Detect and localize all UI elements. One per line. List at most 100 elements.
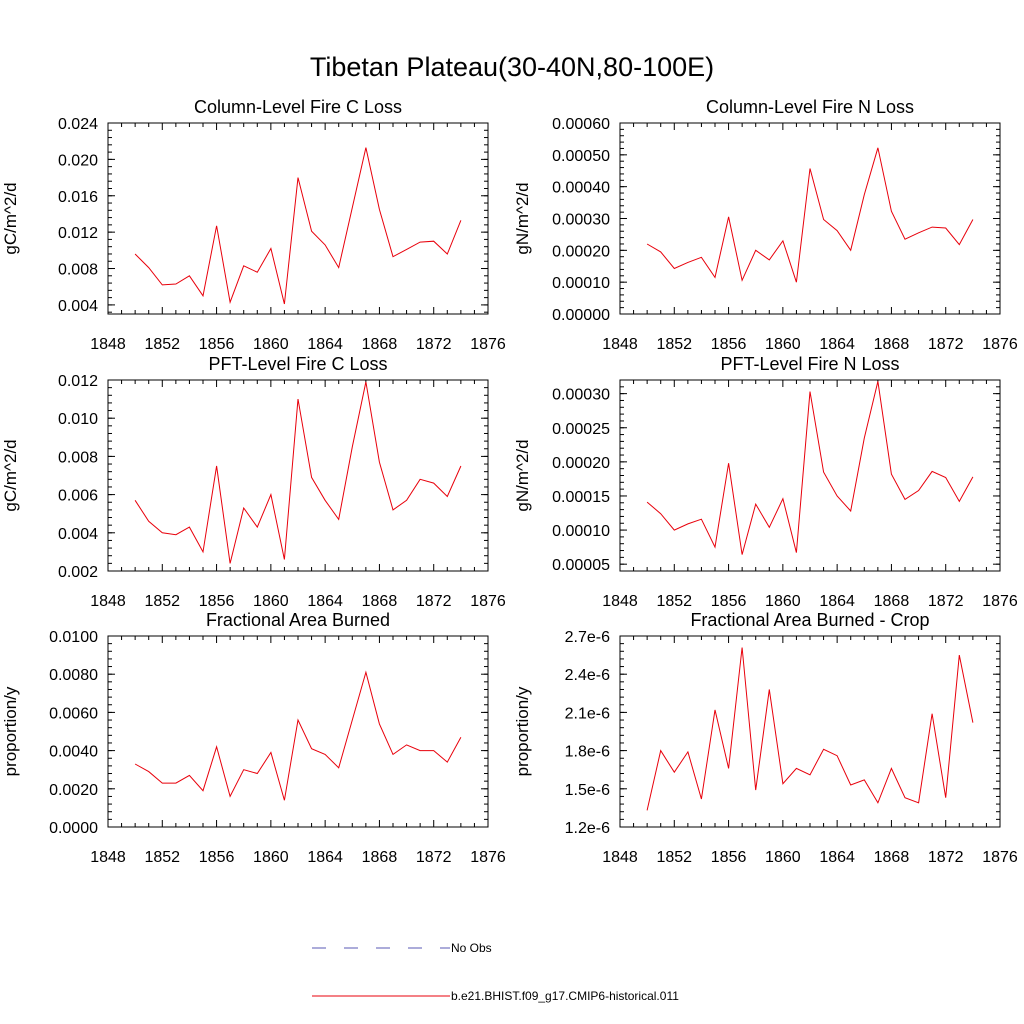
y-tick-label: 1.5e-6 xyxy=(565,782,610,799)
y-tick-label: 0.0100 xyxy=(49,629,98,646)
panel-title: Fractional Area Burned - Crop xyxy=(690,610,929,630)
panel-title: Column-Level Fire N Loss xyxy=(706,97,914,117)
y-tick-label: 0.004 xyxy=(58,526,98,543)
x-tick-label: 1872 xyxy=(928,593,964,610)
y-tick-label: 1.8e-6 xyxy=(565,744,610,761)
x-tick-label: 1848 xyxy=(602,593,638,610)
x-tick-label: 1872 xyxy=(416,849,452,866)
y-tick-label: 0.00020 xyxy=(552,455,610,472)
y-axis-label: proportion/y xyxy=(1,686,20,776)
series-line xyxy=(646,381,974,555)
y-tick-label: 0.020 xyxy=(58,152,98,169)
y-tick-label: 0.012 xyxy=(58,225,98,242)
panel-5: Fractional Area Burned 1848 1852 1856 1860 18… xyxy=(1,610,506,866)
y-tick-label: 0.00010 xyxy=(552,275,610,292)
x-tick-label: 1864 xyxy=(819,593,855,610)
x-tick-label: 1864 xyxy=(819,336,855,353)
panel-title: Fractional Area Burned xyxy=(206,610,390,630)
plot-frame xyxy=(619,122,1001,315)
x-tick-label: 1852 xyxy=(144,336,180,353)
x-tick-label: 1872 xyxy=(416,593,452,610)
panel-6: Fractional Area Burned - Crop 1848 1852 185… xyxy=(513,610,1018,866)
y-tick-label: 0.00030 xyxy=(552,387,610,404)
x-tick-label: 1848 xyxy=(602,336,638,353)
y-tick-label: 0.00005 xyxy=(552,557,610,574)
x-tick-label: 1860 xyxy=(765,336,801,353)
x-tick-label: 1876 xyxy=(470,593,506,610)
figure-title: Tibetan Plateau(30-40N,80-100E) xyxy=(310,52,714,82)
y-tick-label: 0.010 xyxy=(58,411,98,428)
legend: No Obs b.e21.BHIST.f09_g17.CMIP6-historic… xyxy=(312,941,679,1003)
x-tick-label: 1868 xyxy=(874,849,910,866)
x-tick-label: 1864 xyxy=(819,849,855,866)
panel-2: Column-Level Fire N Loss 1848 1852 1856 1860… xyxy=(513,97,1018,353)
panel-1: Column-Level Fire C Loss 1848 1852 1856 1860… xyxy=(1,97,506,353)
y-tick-label: 0.0060 xyxy=(49,705,98,722)
series-line xyxy=(134,670,462,801)
series-line xyxy=(134,381,462,564)
y-tick-label: 0.00020 xyxy=(552,243,610,260)
x-tick-label: 1860 xyxy=(765,849,801,866)
x-tick-label: 1856 xyxy=(711,593,747,610)
x-tick-label: 1864 xyxy=(307,593,343,610)
x-tick-label: 1876 xyxy=(470,336,506,353)
panel-title: Column-Level Fire C Loss xyxy=(194,97,402,117)
y-tick-label: 0.0000 xyxy=(49,820,98,837)
x-tick-label: 1860 xyxy=(765,593,801,610)
x-tick-label: 1868 xyxy=(874,593,910,610)
plot-frame xyxy=(107,379,489,572)
x-tick-label: 1864 xyxy=(307,336,343,353)
y-axis-label: proportion/y xyxy=(513,686,532,776)
x-tick-label: 1856 xyxy=(199,593,235,610)
y-tick-label: 2.1e-6 xyxy=(565,705,610,722)
x-tick-label: 1860 xyxy=(253,849,289,866)
plot-frame xyxy=(107,635,489,828)
x-tick-label: 1856 xyxy=(199,336,235,353)
y-axis-label: gC/m^2/d xyxy=(1,439,20,511)
x-tick-label: 1872 xyxy=(928,849,964,866)
panel-title: PFT-Level Fire C Loss xyxy=(208,354,387,374)
y-tick-label: 0.00060 xyxy=(552,116,610,133)
y-tick-label: 0.024 xyxy=(58,116,98,133)
y-tick-label: 0.00030 xyxy=(552,212,610,229)
x-tick-label: 1868 xyxy=(362,849,398,866)
x-tick-label: 1868 xyxy=(362,593,398,610)
y-tick-label: 0.008 xyxy=(58,449,98,466)
y-tick-label: 0.012 xyxy=(58,373,98,390)
y-tick-label: 0.004 xyxy=(58,298,98,315)
panel-4: PFT-Level Fire N Loss 1848 1852 1856 1860 186… xyxy=(513,354,1018,610)
panel-3: PFT-Level Fire C Loss 1848 1852 1856 1860 186… xyxy=(1,354,506,610)
x-tick-label: 1864 xyxy=(307,849,343,866)
panel-title: PFT-Level Fire N Loss xyxy=(720,354,899,374)
y-tick-label: 0.016 xyxy=(58,189,98,206)
x-tick-label: 1860 xyxy=(253,336,289,353)
x-tick-label: 1852 xyxy=(144,849,180,866)
y-tick-label: 0.0020 xyxy=(49,782,98,799)
x-tick-label: 1852 xyxy=(656,849,692,866)
x-tick-label: 1848 xyxy=(90,336,126,353)
series-line xyxy=(646,647,974,811)
legend-label: No Obs xyxy=(451,941,492,955)
x-tick-label: 1848 xyxy=(90,593,126,610)
y-tick-label: 0.00050 xyxy=(552,148,610,165)
y-tick-label: 0.006 xyxy=(58,488,98,505)
y-axis-label: gC/m^2/d xyxy=(1,182,20,254)
x-tick-label: 1856 xyxy=(711,849,747,866)
legend-label: b.e21.BHIST.f09_g17.CMIP6-historical.011 xyxy=(451,989,679,1003)
y-tick-label: 2.7e-6 xyxy=(565,629,610,646)
x-tick-label: 1876 xyxy=(982,593,1018,610)
y-tick-label: 0.00015 xyxy=(552,489,610,506)
y-tick-label: 2.4e-6 xyxy=(565,667,610,684)
x-tick-label: 1876 xyxy=(470,849,506,866)
x-tick-label: 1876 xyxy=(982,336,1018,353)
y-tick-label: 0.00025 xyxy=(552,421,610,438)
y-tick-label: 0.00010 xyxy=(552,523,610,540)
x-tick-label: 1856 xyxy=(199,849,235,866)
x-tick-label: 1848 xyxy=(602,849,638,866)
y-tick-label: 0.008 xyxy=(58,262,98,279)
series-line xyxy=(646,147,974,283)
x-tick-label: 1876 xyxy=(982,849,1018,866)
x-tick-label: 1868 xyxy=(362,336,398,353)
x-tick-label: 1872 xyxy=(416,336,452,353)
